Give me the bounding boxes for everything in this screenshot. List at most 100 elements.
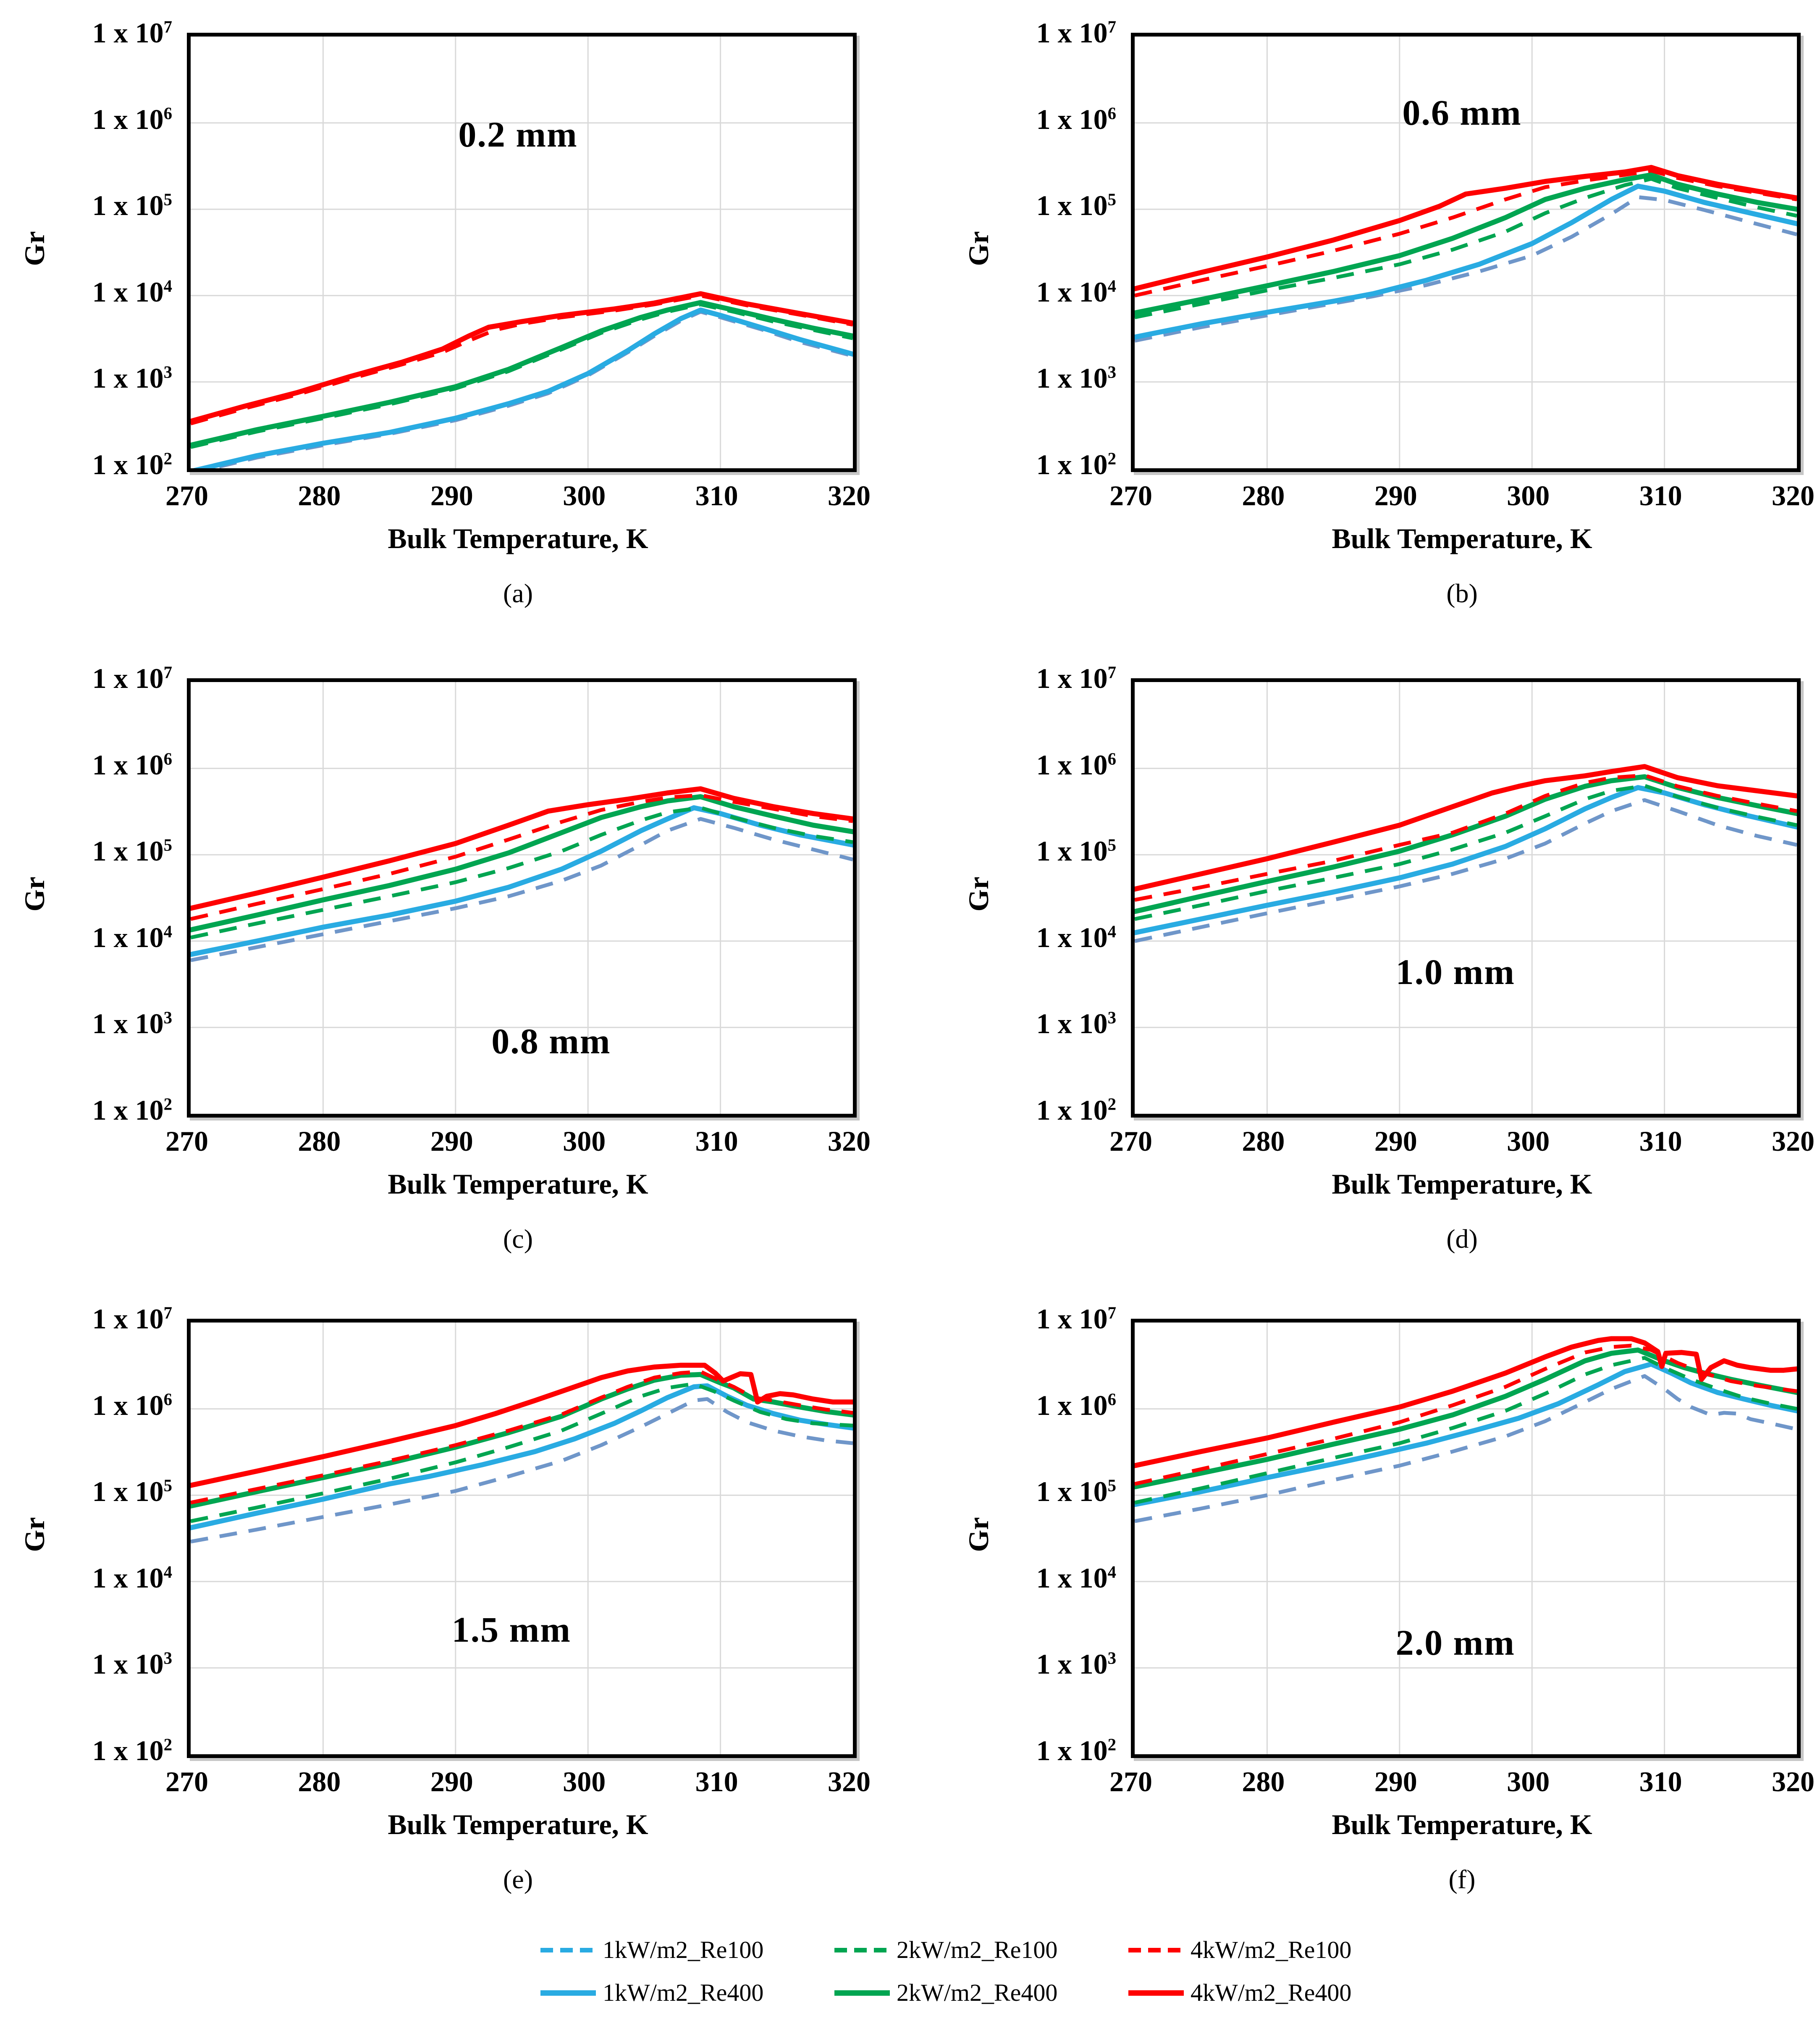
x-tick-label: 310 — [1639, 1766, 1682, 1798]
y-tick-base: 1 x 10 — [1036, 1389, 1108, 1421]
legend-item-4kw-m2-re400: 4kW/m2_Re400 — [1128, 1978, 1422, 2008]
y-tick-exponent: 3 — [1107, 362, 1116, 382]
y-tick-exponent: 3 — [1107, 1008, 1116, 1027]
series-line-2kw-m2-re100 — [1135, 1356, 1797, 1505]
y-tick-label: 1 x 105 — [952, 186, 1116, 225]
y-axis-title: Gr — [962, 231, 994, 266]
panel-caption: (a) — [503, 578, 533, 608]
y-tick-base: 1 x 10 — [92, 449, 164, 480]
legend-item-2kw-m2-re100: 2kW/m2_Re100 — [834, 1935, 1128, 1965]
y-tick-base: 1 x 10 — [92, 276, 164, 308]
chart-panel-f: 1 x 107 1 x 106 1 x 105 1 x 104 1 x 103 1 x 1… — [944, 1286, 1820, 1922]
y-tick-exponent: 4 — [163, 1562, 172, 1582]
y-tick-exponent: 6 — [1107, 103, 1116, 123]
x-tick-label: 280 — [298, 1766, 341, 1798]
y-tick-base: 1 x 10 — [92, 835, 164, 867]
y-axis-title: Gr — [962, 1517, 994, 1552]
y-tick-label: 1 x 104 — [8, 918, 172, 957]
y-tick-label: 1 x 106 — [8, 100, 172, 139]
y-tick-exponent: 7 — [1107, 1303, 1116, 1323]
y-tick-label: 1 x 106 — [8, 1386, 172, 1425]
x-tick-label: 290 — [1374, 1125, 1417, 1157]
series-line-2kw-m2-re100 — [1135, 784, 1797, 921]
x-tick-label: 310 — [695, 1766, 738, 1798]
series-line-4kw-m2-re100 — [191, 793, 853, 921]
y-tick-label: 1 x 102 — [952, 1731, 1116, 1770]
x-tick-label: 290 — [430, 1125, 473, 1157]
x-tick-label: 320 — [828, 1766, 871, 1798]
y-axis-title: Gr — [962, 876, 994, 912]
y-tick-label: 1 x 106 — [952, 100, 1116, 139]
series-line-4kw-m2-re100 — [1135, 168, 1797, 298]
y-tick-base: 1 x 10 — [1036, 1094, 1108, 1126]
y-tick-base: 1 x 10 — [1036, 449, 1108, 480]
y-tick-label: 1 x 104 — [952, 1559, 1116, 1597]
legend-label: 1kW/m2_Re100 — [603, 1936, 764, 1963]
y-tick-base: 1 x 10 — [1036, 662, 1108, 694]
legend: 1kW/m2_Re100 2kW/m2_Re100 4kW/m2_Re100 1kW… — [0, 1913, 1820, 2008]
x-tick-label: 270 — [165, 480, 208, 512]
y-tick-exponent: 7 — [1107, 663, 1116, 682]
y-tick-exponent: 5 — [163, 835, 172, 855]
y-tick-label: 1 x 105 — [8, 832, 172, 870]
y-tick-base: 1 x 10 — [92, 748, 164, 781]
series-line-2kw-m2-re100 — [1135, 177, 1797, 320]
x-tick-label: 280 — [298, 1125, 341, 1157]
plot-svg — [191, 682, 853, 1114]
series-line-4kw-m2-re400 — [1135, 1336, 1797, 1468]
x-tick-label: 300 — [563, 1766, 606, 1798]
series-line-4kw-m2-re100 — [1135, 1344, 1797, 1486]
plot-svg — [1135, 682, 1797, 1114]
y-tick-base: 1 x 10 — [1036, 17, 1108, 49]
y-tick-exponent: 3 — [163, 1648, 172, 1668]
y-tick-base: 1 x 10 — [92, 17, 164, 49]
y-tick-exponent: 2 — [163, 449, 172, 468]
y-tick-base: 1 x 10 — [1036, 835, 1108, 867]
y-tick-label: 1 x 106 — [952, 1386, 1116, 1425]
x-tick-label: 270 — [165, 1766, 208, 1798]
x-tick-label: 280 — [1242, 1125, 1285, 1157]
x-tick-label: 310 — [1639, 480, 1682, 512]
y-tick-label: 1 x 104 — [952, 273, 1116, 311]
plot-area — [1131, 1319, 1801, 1758]
y-tick-exponent: 5 — [1107, 1476, 1116, 1495]
series-line-4kw-m2-re100 — [1135, 773, 1797, 902]
y-tick-exponent: 7 — [1107, 17, 1116, 37]
panel-size-label: 1.5 mm — [451, 1609, 571, 1650]
plot-area — [187, 1319, 857, 1758]
y-tick-exponent: 6 — [1107, 749, 1116, 768]
series-line-4kw-m2-re100 — [191, 1370, 853, 1505]
y-tick-label: 1 x 107 — [952, 1299, 1116, 1338]
y-tick-base: 1 x 10 — [92, 1735, 164, 1766]
y-tick-base: 1 x 10 — [92, 1303, 164, 1335]
x-tick-label: 280 — [1242, 1766, 1285, 1798]
y-tick-base: 1 x 10 — [1036, 1735, 1108, 1766]
x-axis-title: Bulk Temperature, K — [1332, 1168, 1592, 1200]
x-tick-label: 310 — [695, 1125, 738, 1157]
legend-label: 4kW/m2_Re100 — [1191, 1936, 1352, 1963]
legend-label: 2kW/m2_Re400 — [897, 1979, 1058, 2006]
plot-svg — [191, 1323, 853, 1754]
series-line-2kw-m2-re400 — [191, 794, 853, 932]
series-line-1kw-m2-re100 — [1135, 195, 1797, 343]
series-line-1kw-m2-re100 — [191, 1397, 853, 1544]
y-tick-base: 1 x 10 — [1036, 362, 1108, 394]
series-line-4kw-m2-re100 — [191, 294, 853, 425]
plot-svg — [191, 37, 853, 468]
series-line-4kw-m2-re400 — [1135, 764, 1797, 892]
plot-svg — [1135, 1323, 1797, 1754]
y-tick-base: 1 x 10 — [92, 921, 164, 953]
series-line-2kw-m2-re400 — [1135, 172, 1797, 316]
x-tick-label: 280 — [298, 480, 341, 512]
plot-area — [187, 678, 857, 1118]
dashed-line-swatch-icon — [1128, 1947, 1184, 1952]
x-axis-title: Bulk Temperature, K — [388, 522, 648, 554]
legend-item-2kw-m2-re400: 2kW/m2_Re400 — [834, 1978, 1128, 2008]
y-tick-label: 1 x 102 — [952, 1091, 1116, 1129]
y-tick-exponent: 7 — [163, 663, 172, 682]
y-tick-base: 1 x 10 — [92, 1389, 164, 1421]
y-tick-base: 1 x 10 — [1036, 748, 1108, 781]
y-tick-label: 1 x 102 — [8, 1731, 172, 1770]
y-tick-exponent: 5 — [163, 1476, 172, 1495]
y-tick-label: 1 x 104 — [8, 1559, 172, 1597]
